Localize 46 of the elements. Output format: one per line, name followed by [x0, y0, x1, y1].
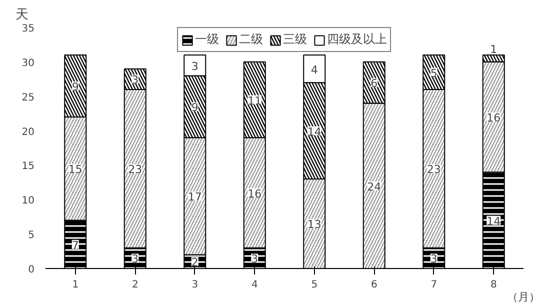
y-tick-label: 35 — [22, 24, 35, 34]
data-label: 15 — [68, 163, 82, 176]
x-tick-label: 3 — [192, 280, 198, 290]
data-label: 3 — [132, 74, 139, 87]
data-label: 14 — [486, 214, 501, 228]
data-label: 3 — [132, 252, 139, 266]
data-label: 3 — [191, 60, 198, 73]
x-tick-label: 8 — [490, 280, 497, 290]
y-tick-label: 30 — [22, 58, 35, 69]
data-label: 9 — [72, 80, 79, 94]
y-tick-label: 5 — [28, 230, 35, 242]
legend-label: 四级及以上 — [327, 31, 387, 48]
y-tick-label: 0 — [28, 264, 35, 276]
legend-label: 二级 — [239, 31, 263, 48]
data-label: 1 — [490, 43, 498, 56]
data-label: 7 — [72, 238, 79, 252]
data-label: 14 — [307, 125, 322, 138]
legend-label: 一级 — [195, 31, 219, 48]
data-label: 24 — [367, 180, 382, 194]
data-label: 16 — [248, 187, 262, 200]
data-label: 23 — [128, 163, 142, 176]
data-label: 6 — [370, 77, 378, 90]
data-label: 17 — [188, 190, 202, 204]
data-label: 9 — [191, 101, 198, 114]
x-tick-label: 1 — [72, 280, 79, 290]
data-label: 3 — [430, 252, 438, 266]
x-tick-label: 4 — [251, 280, 258, 290]
x-tick-label: 2 — [132, 280, 138, 290]
data-label: 13 — [307, 218, 322, 232]
y-axis-title: 天 — [16, 8, 28, 22]
data-label: 16 — [486, 112, 501, 125]
y-tick-label: 20 — [22, 126, 35, 138]
x-tick-label: 7 — [430, 280, 438, 290]
data-label: 4 — [310, 63, 318, 76]
y-tick-label: 25 — [22, 92, 35, 104]
data-label: 2 — [191, 256, 198, 270]
data-label: 3 — [251, 252, 258, 266]
data-label: 11 — [248, 94, 262, 108]
x-tick-label: 5 — [311, 280, 318, 290]
y-tick-label: 10 — [22, 196, 35, 207]
legend-label: 三级 — [283, 31, 307, 48]
x-axis-title: （月） — [507, 290, 540, 304]
data-label: 5 — [430, 66, 438, 80]
y-tick-label: 15 — [22, 161, 35, 172]
data-label: 23 — [426, 163, 441, 176]
x-tick-label: 6 — [370, 280, 378, 290]
